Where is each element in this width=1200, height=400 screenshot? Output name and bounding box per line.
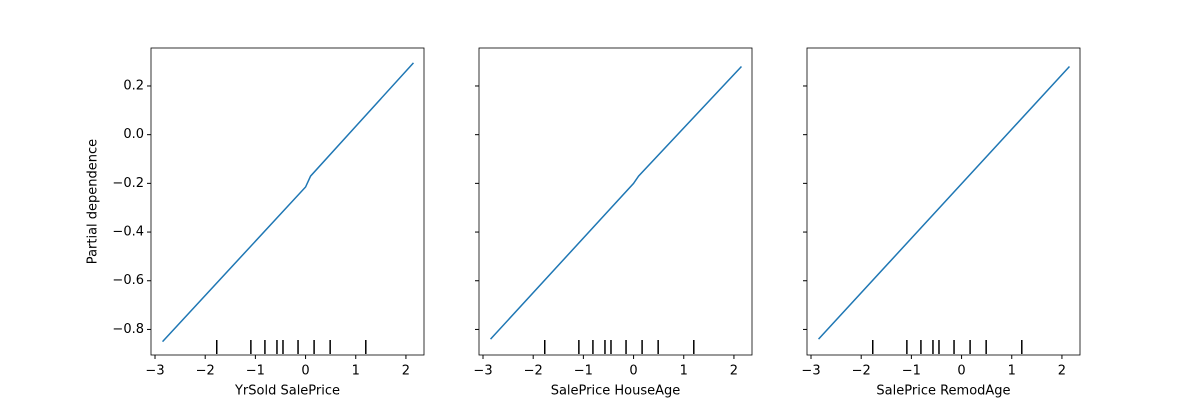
pd-line <box>161 62 415 343</box>
y-tick-label: −0.2 <box>112 176 144 191</box>
x-tick-label: 1 <box>352 364 360 379</box>
x-tick-label: 1 <box>1008 364 1016 379</box>
axes-frame <box>806 47 1081 356</box>
pd-line <box>817 65 1071 340</box>
y-tick-label: −0.4 <box>112 225 144 240</box>
pd-line <box>489 65 743 340</box>
y-tick-label: 0.2 <box>123 78 144 93</box>
x-tick-label: −1 <box>902 364 921 379</box>
axes-frame <box>150 47 425 356</box>
x-axis-label: SalePrice HouseAge <box>551 384 681 399</box>
x-tick-label: 1 <box>680 364 688 379</box>
y-axis-label: Partial dependence <box>86 139 101 264</box>
y-tick-label: −0.8 <box>112 322 144 337</box>
x-tick-label: −1 <box>574 364 593 379</box>
x-tick-label: 0 <box>629 364 637 379</box>
x-tick-label: −2 <box>196 364 215 379</box>
x-tick-label: −2 <box>852 364 871 379</box>
axes-frame <box>478 47 753 356</box>
x-tick-label: 2 <box>730 364 738 379</box>
y-tick-label: 0.0 <box>123 127 144 142</box>
x-tick-label: −3 <box>801 364 820 379</box>
x-tick-label: 0 <box>957 364 965 379</box>
x-tick-label: −3 <box>145 364 164 379</box>
x-tick-label: −2 <box>524 364 543 379</box>
x-axis-label: SalePrice RemodAge <box>876 384 1010 399</box>
x-axis-label: YrSold SalePrice <box>234 384 340 399</box>
x-tick-label: −1 <box>246 364 265 379</box>
x-tick-label: 2 <box>1058 364 1066 379</box>
x-tick-label: 2 <box>402 364 410 379</box>
x-tick-label: −3 <box>473 364 492 379</box>
x-tick-label: 0 <box>301 364 309 379</box>
y-tick-label: −0.6 <box>112 273 144 288</box>
